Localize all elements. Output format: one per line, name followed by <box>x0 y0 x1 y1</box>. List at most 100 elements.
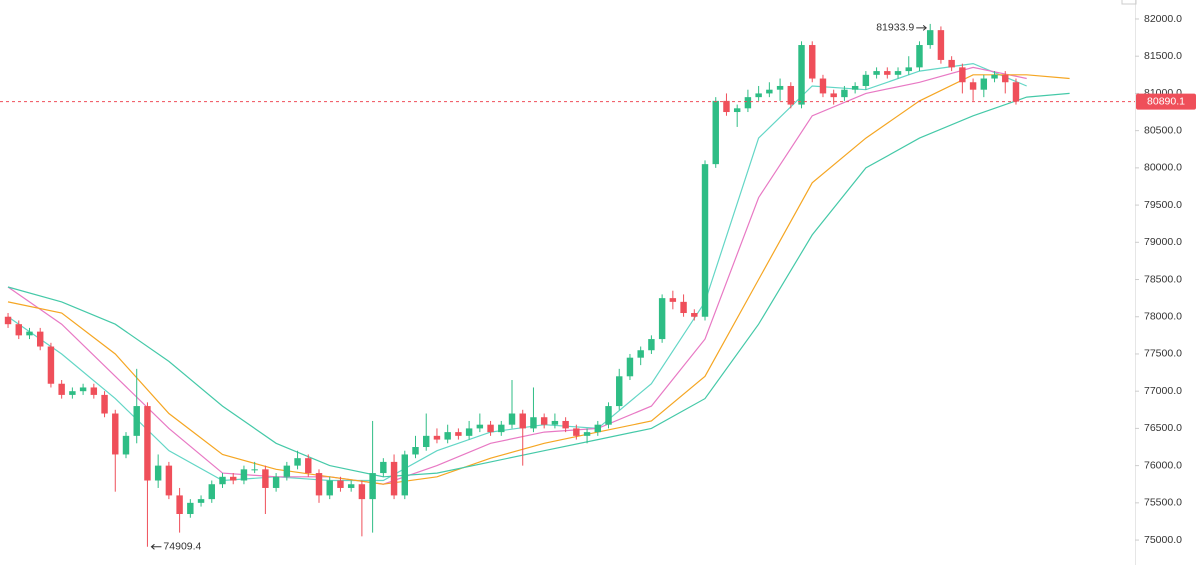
candle-body <box>283 465 291 477</box>
candle-body <box>594 424 602 433</box>
candle-body <box>508 413 516 425</box>
y-tick-label: 82000.0 <box>1144 13 1182 25</box>
candle-body <box>540 417 548 425</box>
candle-body <box>262 469 269 488</box>
candle-body <box>980 78 988 90</box>
candle-body <box>658 298 666 340</box>
candle-body <box>79 387 87 392</box>
candle-body <box>90 387 98 395</box>
candle-body <box>197 499 205 503</box>
candle-body <box>894 71 902 75</box>
candle-body <box>851 85 859 90</box>
candle-body <box>1002 74 1009 83</box>
candle-body <box>369 473 376 500</box>
candle-body <box>208 484 215 500</box>
candle-body <box>4 316 12 325</box>
candle-body <box>26 331 33 336</box>
candle-body <box>605 406 612 425</box>
candle-body <box>412 447 419 455</box>
candle-body <box>251 469 258 471</box>
candle-body <box>926 30 934 46</box>
candle-body <box>937 30 945 60</box>
candle-body <box>841 89 848 98</box>
y-tick-label: 80000.0 <box>1144 162 1182 174</box>
candle-body <box>830 93 837 98</box>
candle-body <box>637 350 644 358</box>
moving-average-line <box>7 66 1027 485</box>
candle-body <box>948 59 955 68</box>
candle-body <box>809 45 816 79</box>
candle-body <box>905 67 912 72</box>
candle-body <box>766 89 773 94</box>
candle-body <box>787 85 795 105</box>
candle-body <box>701 164 709 317</box>
y-tick-label: 77500.0 <box>1144 348 1182 360</box>
candle-body <box>358 484 366 500</box>
max-arrow <box>916 25 927 31</box>
candle-body <box>583 432 591 436</box>
candle-body <box>390 461 398 496</box>
candle-body <box>144 406 151 481</box>
candle-body <box>873 71 880 75</box>
candle-body <box>47 346 55 384</box>
candle-body <box>122 435 130 455</box>
candle-body <box>423 435 430 448</box>
candle-body <box>744 97 752 109</box>
candle-body <box>969 82 977 90</box>
y-tick-label: 79500.0 <box>1144 199 1182 211</box>
candle-body <box>691 313 698 317</box>
candle-body <box>551 420 559 425</box>
candle-body <box>487 424 494 433</box>
candle-body <box>712 100 719 165</box>
candle-body <box>530 417 537 429</box>
y-tick-label: 76000.0 <box>1144 459 1182 471</box>
y-tick-label: 77000.0 <box>1144 385 1182 397</box>
candle-body <box>562 420 569 429</box>
candle-body <box>133 406 140 436</box>
candle-body <box>69 391 76 395</box>
candle-body <box>616 376 623 407</box>
candle-body <box>176 495 183 515</box>
candle-body <box>519 413 526 429</box>
candle-body <box>669 298 677 302</box>
candle-body <box>294 458 301 466</box>
candle-body <box>776 85 784 90</box>
candle-body <box>272 476 280 488</box>
candle-body <box>648 339 655 351</box>
candle-body <box>723 100 730 113</box>
candle-body <box>15 324 22 336</box>
candle-body <box>36 331 44 347</box>
candle-body <box>315 473 323 496</box>
candle-body <box>884 71 891 75</box>
min-arrow <box>150 543 162 550</box>
candle-body <box>347 484 355 488</box>
candle-body <box>305 458 312 474</box>
candle-body <box>433 435 441 440</box>
corner-icon <box>1121 0 1137 5</box>
last-price-label: 80890.1 <box>1147 95 1185 107</box>
candle-body <box>165 465 173 496</box>
min-price-label: 74909.4 <box>163 541 201 553</box>
candle-body <box>401 454 408 496</box>
candle-body <box>219 476 226 485</box>
candle-body <box>573 428 580 436</box>
candle-body <box>798 45 805 105</box>
moving-average-line <box>7 92 1070 478</box>
candle-body <box>101 394 108 414</box>
candle-body <box>112 413 119 455</box>
y-tick-label: 81500.0 <box>1144 50 1182 62</box>
last-price-box <box>1136 93 1196 110</box>
candle-body <box>455 432 462 436</box>
candle-body <box>240 469 248 481</box>
candle-body <box>819 78 827 94</box>
candle-body <box>1012 82 1020 102</box>
moving-average-line <box>7 74 1070 485</box>
candle-body <box>154 465 162 481</box>
y-tick-label: 78500.0 <box>1144 273 1182 285</box>
candle-body <box>733 108 741 113</box>
candle-body <box>680 301 687 314</box>
candle-body <box>916 45 923 68</box>
y-tick-label: 76500.0 <box>1144 422 1182 434</box>
